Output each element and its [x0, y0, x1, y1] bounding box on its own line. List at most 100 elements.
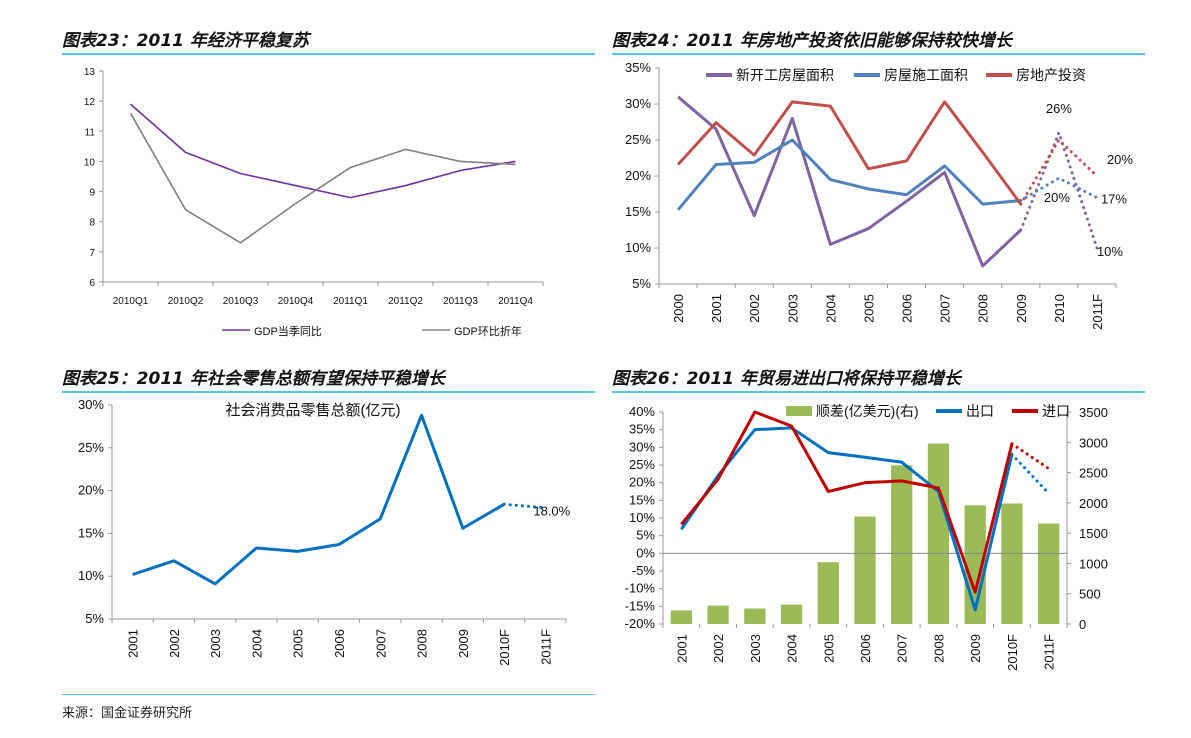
- y-tick-label: 15%: [78, 525, 104, 540]
- data-label: 17%: [1101, 192, 1127, 207]
- y-tick-label: -20%: [625, 616, 656, 631]
- bar: [707, 605, 729, 624]
- y-tick-label: 10%: [78, 568, 104, 583]
- x-tick-label: 2003: [748, 634, 763, 663]
- y-tick-label: 15%: [629, 492, 655, 507]
- source-rule: [62, 694, 595, 695]
- y-tick-label: 25%: [629, 457, 655, 472]
- series-line: [676, 100, 1023, 205]
- legend-label: 出口: [966, 403, 994, 419]
- c26-chart: 3500 3000 2500 2000 1500 1000 500 0 40% 35% 30% 25%…: [625, 403, 1108, 671]
- y-tick-label: 20%: [78, 483, 104, 498]
- x-tick-label: 2010: [1052, 294, 1067, 323]
- y-tick-label: 30%: [625, 96, 651, 111]
- x-tick-label: 2010F: [1005, 634, 1020, 671]
- series-line: [680, 410, 1014, 594]
- x-tick-label: 2009: [1014, 294, 1029, 323]
- legend-label: GDP环比折年: [454, 324, 522, 338]
- x-tick-label: 2011Q2: [388, 296, 423, 307]
- chart-inner-title: 社会消费品零售总额(亿元): [226, 402, 401, 419]
- c24-chart: 35% 30% 25% 20% 15% 10% 5% 2000 2001 2002 2003 2004…: [625, 60, 1133, 330]
- x-tick-label: 2010Q1: [113, 296, 149, 307]
- y-tick-label: 5%: [636, 528, 655, 543]
- chart25-title-rule: [62, 391, 595, 393]
- chart24-title: 图表24：2011 年房地产投资依旧能够保持较快增长: [612, 31, 1012, 51]
- x-tick-label: 2001: [126, 629, 141, 658]
- data-label: 18.0%: [533, 504, 570, 519]
- legend-label: 新开工房屋面积: [736, 67, 834, 83]
- x-tick-label: 2002: [711, 634, 726, 663]
- bar: [817, 562, 839, 624]
- x-tick-label: 2011Q1: [333, 296, 368, 307]
- x-tick-label: 2011F: [1042, 634, 1057, 670]
- chart26-title: 图表26：2011 年贸易进出口将保持平稳增长: [612, 369, 961, 389]
- y-tick-label: 6: [89, 278, 95, 289]
- bar: [891, 465, 913, 624]
- legend-label: GDP当季同比: [254, 324, 322, 338]
- bar: [854, 516, 876, 624]
- x-tick-label: 2010F: [497, 629, 512, 666]
- y-tick-label: 10: [84, 157, 96, 168]
- bar: [780, 604, 803, 624]
- y-tick-label: 5%: [85, 611, 104, 626]
- legend-label: 顺差(亿美元)(右): [816, 403, 919, 419]
- y2-tick-label: 2500: [1079, 466, 1108, 481]
- chart25-title: 图表25：2011 年社会零售总额有望保持平稳增长: [62, 369, 445, 389]
- x-tick-label: 2010Q3: [223, 296, 259, 307]
- x-tick-label: 2006: [900, 294, 915, 323]
- series-line: [677, 95, 1022, 268]
- y2-tick-label: 500: [1079, 587, 1101, 602]
- y-tick-label: -10%: [625, 581, 656, 596]
- y-tick-label: 35%: [625, 60, 651, 75]
- x-tick-label: 2009: [456, 629, 471, 658]
- x-tick-label: 2002: [167, 629, 182, 658]
- y-tick-label: 7: [89, 248, 95, 259]
- y2-tick-label: 2000: [1079, 496, 1108, 511]
- y-tick-label: 35%: [629, 422, 655, 437]
- y-tick-label: 0%: [636, 545, 655, 560]
- x-tick-label: 2011Q3: [443, 296, 478, 307]
- x-tick-label: 2004: [785, 634, 800, 663]
- legend-label: 房地产投资: [1016, 67, 1086, 83]
- x-tick-label: 2002: [747, 294, 762, 323]
- bar: [1037, 523, 1060, 624]
- x-tick-label: 2003: [208, 629, 223, 658]
- data-label: 26%: [1046, 101, 1072, 116]
- x-tick-label: 2001: [709, 294, 724, 323]
- series-line: [129, 112, 516, 244]
- x-tick-label: 2011F: [538, 629, 553, 665]
- x-tick-label: 2003: [785, 294, 800, 323]
- data-label: 20%: [1044, 190, 1070, 205]
- y2-tick-label: 3500: [1079, 405, 1108, 420]
- series-forecast-line: [502, 502, 547, 510]
- x-tick-label: 2005: [821, 634, 836, 663]
- chart23-title: 图表23：2011 年经济平稳复苏: [62, 31, 309, 51]
- x-tick-label: 2001: [674, 634, 689, 663]
- y2-tick-label: 1000: [1079, 556, 1108, 571]
- y-tick-label: 20%: [629, 475, 655, 490]
- series-forecast-line: [1019, 176, 1099, 202]
- x-tick-label: 2006: [332, 629, 347, 658]
- x-tick-label: 2006: [858, 634, 873, 663]
- y2-tick-label: 0: [1079, 617, 1086, 632]
- x-tick-label: 2005: [291, 629, 306, 658]
- series-forecast-line: [1019, 137, 1099, 206]
- bar: [1001, 503, 1023, 624]
- y-tick-label: 11: [85, 127, 96, 138]
- y-tick-label: -15%: [625, 598, 656, 613]
- y2-tick-label: 1500: [1079, 526, 1108, 541]
- source-note: 来源：国金证券研究所: [62, 706, 193, 721]
- legend-label: 房屋施工面积: [884, 67, 968, 83]
- c23-chart: 13 12 11 10 9 8 7 6 2010Q1 2010Q2 2010Q3 2010Q4 2011…: [84, 67, 544, 338]
- x-tick-label: 2007: [938, 294, 953, 323]
- series-line: [680, 426, 1014, 612]
- y-tick-label: 20%: [625, 168, 651, 183]
- y-tick-label: 10%: [629, 510, 655, 525]
- chart23-title-rule: [62, 53, 595, 55]
- data-label: 10%: [1097, 244, 1123, 259]
- legend: GDP当季同比 GDP环比折年: [222, 324, 522, 338]
- y-tick-label: 25%: [625, 132, 651, 147]
- series-line: [676, 138, 1021, 211]
- x-tick-label: 2010Q4: [278, 296, 314, 307]
